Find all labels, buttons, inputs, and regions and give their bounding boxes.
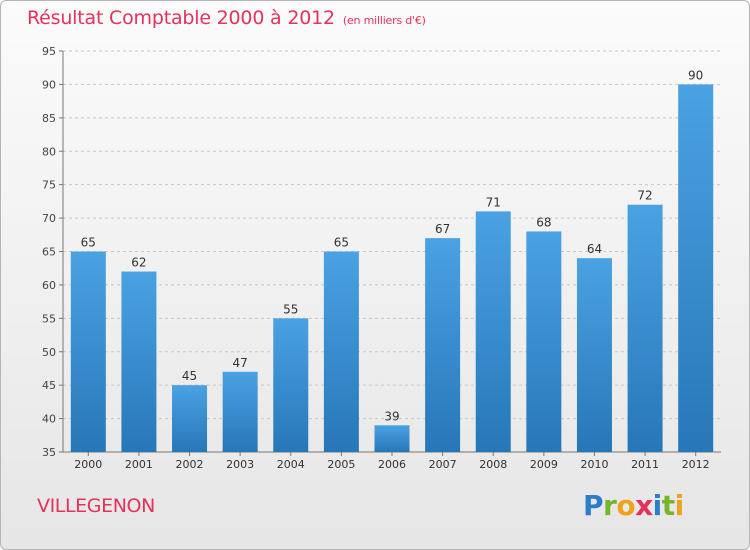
- logo-letter: t: [661, 489, 675, 522]
- bar: [627, 204, 663, 452]
- bar: [576, 258, 612, 452]
- y-tick-label: 90: [42, 78, 56, 91]
- y-tick-label: 75: [42, 179, 56, 192]
- y-tick-label: 85: [42, 112, 56, 125]
- x-tick-label: 2008: [479, 458, 507, 471]
- chart-title-text: Résultat Comptable 2000 à 2012: [27, 7, 335, 29]
- bar: [70, 251, 106, 452]
- data-label: 72: [637, 189, 652, 203]
- y-tick-label: 60: [42, 279, 56, 292]
- y-tick-label: 50: [42, 346, 56, 359]
- logo-letter: i: [652, 489, 663, 522]
- y-tick-label: 45: [42, 379, 56, 392]
- logo-letter: i: [674, 489, 685, 522]
- bars: [70, 84, 714, 453]
- x-tick-label: 2003: [226, 458, 254, 471]
- bar: [323, 251, 359, 452]
- bar: [678, 84, 714, 453]
- bar: [526, 231, 562, 452]
- y-tick-labels: 35 40 45 50 55 60 65 70 75 80 85 90 95: [42, 45, 56, 459]
- bar: [273, 318, 309, 452]
- chart-title: Résultat Comptable 2000 à 2012 (en millie…: [27, 7, 426, 29]
- data-label: 62: [131, 256, 146, 270]
- data-label: 39: [384, 409, 399, 423]
- bar: [222, 371, 258, 452]
- x-tick-label: 2011: [631, 458, 659, 471]
- data-label: 65: [81, 236, 96, 250]
- logo-letter: P: [583, 489, 604, 522]
- x-tick-label: 2009: [530, 458, 558, 471]
- bar: [374, 425, 410, 452]
- value-labels: 65 62 45 47 55 65 39 67 71 68 64 72 90: [81, 68, 704, 423]
- x-tick-label: 2006: [378, 458, 406, 471]
- commune-name: VILLEGENON: [37, 495, 155, 517]
- chart-subtitle: (en milliers d'€): [342, 14, 426, 27]
- x-tick-labels: 2000 2001 2002 2003 2004 2005 2006 2007 2008 2009…: [74, 452, 710, 471]
- data-label: 71: [486, 195, 501, 209]
- logo-letter: x: [635, 489, 653, 522]
- data-label: 47: [233, 356, 248, 370]
- data-label: 65: [334, 236, 349, 250]
- y-tick-label: 65: [42, 246, 56, 259]
- data-label: 45: [182, 369, 197, 383]
- logo-letter: r: [603, 489, 617, 522]
- x-tick-label: 2004: [277, 458, 305, 471]
- data-label: 64: [587, 242, 602, 256]
- grid-lines: [59, 50, 721, 453]
- x-tick-label: 2002: [176, 458, 204, 471]
- x-tick-label: 2007: [429, 458, 457, 471]
- x-tick-label: 2001: [125, 458, 153, 471]
- data-label: 90: [688, 68, 703, 82]
- y-tick-label: 55: [42, 312, 56, 325]
- data-label: 68: [536, 215, 551, 229]
- y-tick-label: 70: [42, 212, 56, 225]
- logo-letter: o: [616, 489, 636, 522]
- bar: [475, 211, 511, 452]
- x-tick-label: 2000: [74, 458, 102, 471]
- y-tick-label: 35: [42, 446, 56, 459]
- bar: [425, 238, 461, 452]
- y-tick-label: 80: [42, 145, 56, 158]
- bar: [121, 271, 157, 452]
- y-tick-label: 95: [42, 45, 56, 58]
- x-tick-label: 2005: [327, 458, 355, 471]
- x-tick-label: 2010: [580, 458, 608, 471]
- bar: [172, 385, 208, 452]
- y-tick-label: 40: [42, 413, 56, 426]
- data-label: 67: [435, 222, 450, 236]
- data-label: 55: [283, 302, 298, 316]
- x-tick-label: 2012: [682, 458, 710, 471]
